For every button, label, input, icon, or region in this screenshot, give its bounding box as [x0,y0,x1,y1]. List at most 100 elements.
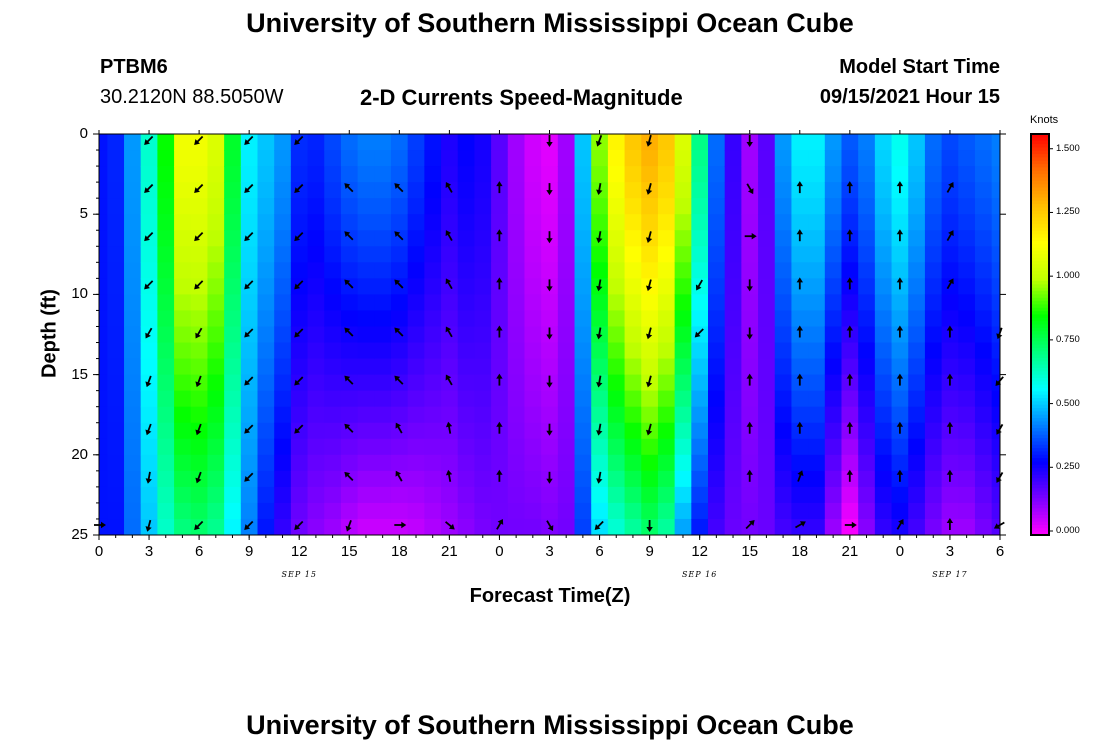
heatmap-cell [607,134,626,151]
heatmap-cell [257,278,275,295]
heatmap-cell [274,310,292,328]
colorbar-step [1031,284,1049,289]
heatmap-cell [557,214,576,231]
heatmap-cell [390,406,409,424]
heatmap-cell [174,182,192,199]
vector-head [846,421,853,427]
heatmap-cell [374,502,392,520]
heatmap-cell [257,438,275,456]
heatmap-cell [874,422,893,440]
heatmap-cell [641,150,659,167]
heatmap-cell [557,294,576,312]
vector-head [946,373,954,379]
heatmap-cell [340,486,359,504]
colorbar-tick-label: 1.000 [1056,270,1080,282]
heatmap-cell [507,230,526,247]
heatmap-cell [574,262,592,279]
heatmap-cell [891,198,909,215]
heatmap-cell [691,422,709,440]
heatmap-cell [674,502,692,520]
heatmap-cell [841,166,859,183]
heatmap-cell [374,278,392,295]
heatmap-cell [991,358,1000,376]
heatmap-cell [407,374,425,392]
heatmap-cell [841,342,859,360]
heatmap-cell [457,294,476,312]
heatmap-cell [507,198,526,215]
heatmap-cell [441,246,459,263]
heatmap-cell [307,310,325,328]
heatmap-cell [357,134,375,151]
heatmap-cell [791,342,809,360]
heatmap-cell [741,310,759,328]
heatmap-cell [357,342,375,360]
heatmap-cell [207,390,225,408]
heatmap-cell [257,470,275,488]
heatmap-cell [774,246,793,263]
current-vector [344,375,354,385]
vector-head [645,285,653,292]
heatmap-cell [224,502,242,520]
heatmap-cell [607,278,626,295]
heatmap-cell [524,454,542,472]
colorbar-step [1031,260,1049,265]
heatmap-cell [691,454,709,472]
vector-head [596,430,603,436]
heatmap-cell [624,294,642,312]
heatmap-cell [99,438,108,456]
heatmap-cell [958,230,976,247]
heatmap-cell [708,406,726,424]
heatmap-cell [724,390,742,408]
heatmap-cell [174,438,192,456]
vector-head [746,142,753,147]
heatmap-cell [808,214,826,231]
heatmap-cell [140,390,158,408]
heatmap-cell [557,358,576,376]
heatmap-cell [457,390,476,408]
heatmap-cell [607,166,626,183]
vector-head [144,235,150,242]
heatmap-cell [474,230,492,247]
heatmap-cell [774,150,793,167]
colorbar-step [1031,271,1049,275]
heatmap-cell [357,198,375,215]
colorbar-step [1031,177,1049,182]
current-vector [546,471,553,484]
heatmap-cell [140,438,158,456]
heatmap-cell [491,214,509,231]
heatmap-cell [891,294,909,312]
heatmap-cell [390,198,409,215]
heatmap-cell [307,390,325,408]
current-vector [746,135,753,147]
heatmap-cell [741,214,759,231]
colorbar-step [1031,448,1049,453]
heatmap-cell [841,134,859,151]
heatmap-cell [991,310,1000,328]
heatmap-cell [958,310,976,328]
heatmap-cell [240,198,259,215]
heatmap-cell [99,502,108,520]
heatmap-cell [941,310,959,328]
heatmap-cell [924,390,943,408]
heatmap-cell [591,294,609,312]
heatmap-cell [441,454,459,472]
heatmap-cell [491,294,509,312]
heatmap-cell [874,150,893,167]
heatmap-cell [407,470,425,488]
current-vector [394,375,404,385]
current-vector [144,183,154,194]
heatmap-cell [340,262,359,279]
heatmap-cell [157,214,175,231]
colorbar-step [1031,521,1049,526]
heatmap-cell [207,502,225,520]
heatmap-cell [974,246,993,263]
heatmap-cell [224,166,242,183]
colorbar-step [1031,230,1049,235]
heatmap-cell [407,422,425,440]
colorbar-step [1031,347,1049,352]
colorbar-step [1031,170,1049,175]
heatmap-cell [574,406,592,424]
vector-head [896,181,904,187]
heatmap-cell [774,358,793,376]
heatmap-cell [99,246,108,263]
